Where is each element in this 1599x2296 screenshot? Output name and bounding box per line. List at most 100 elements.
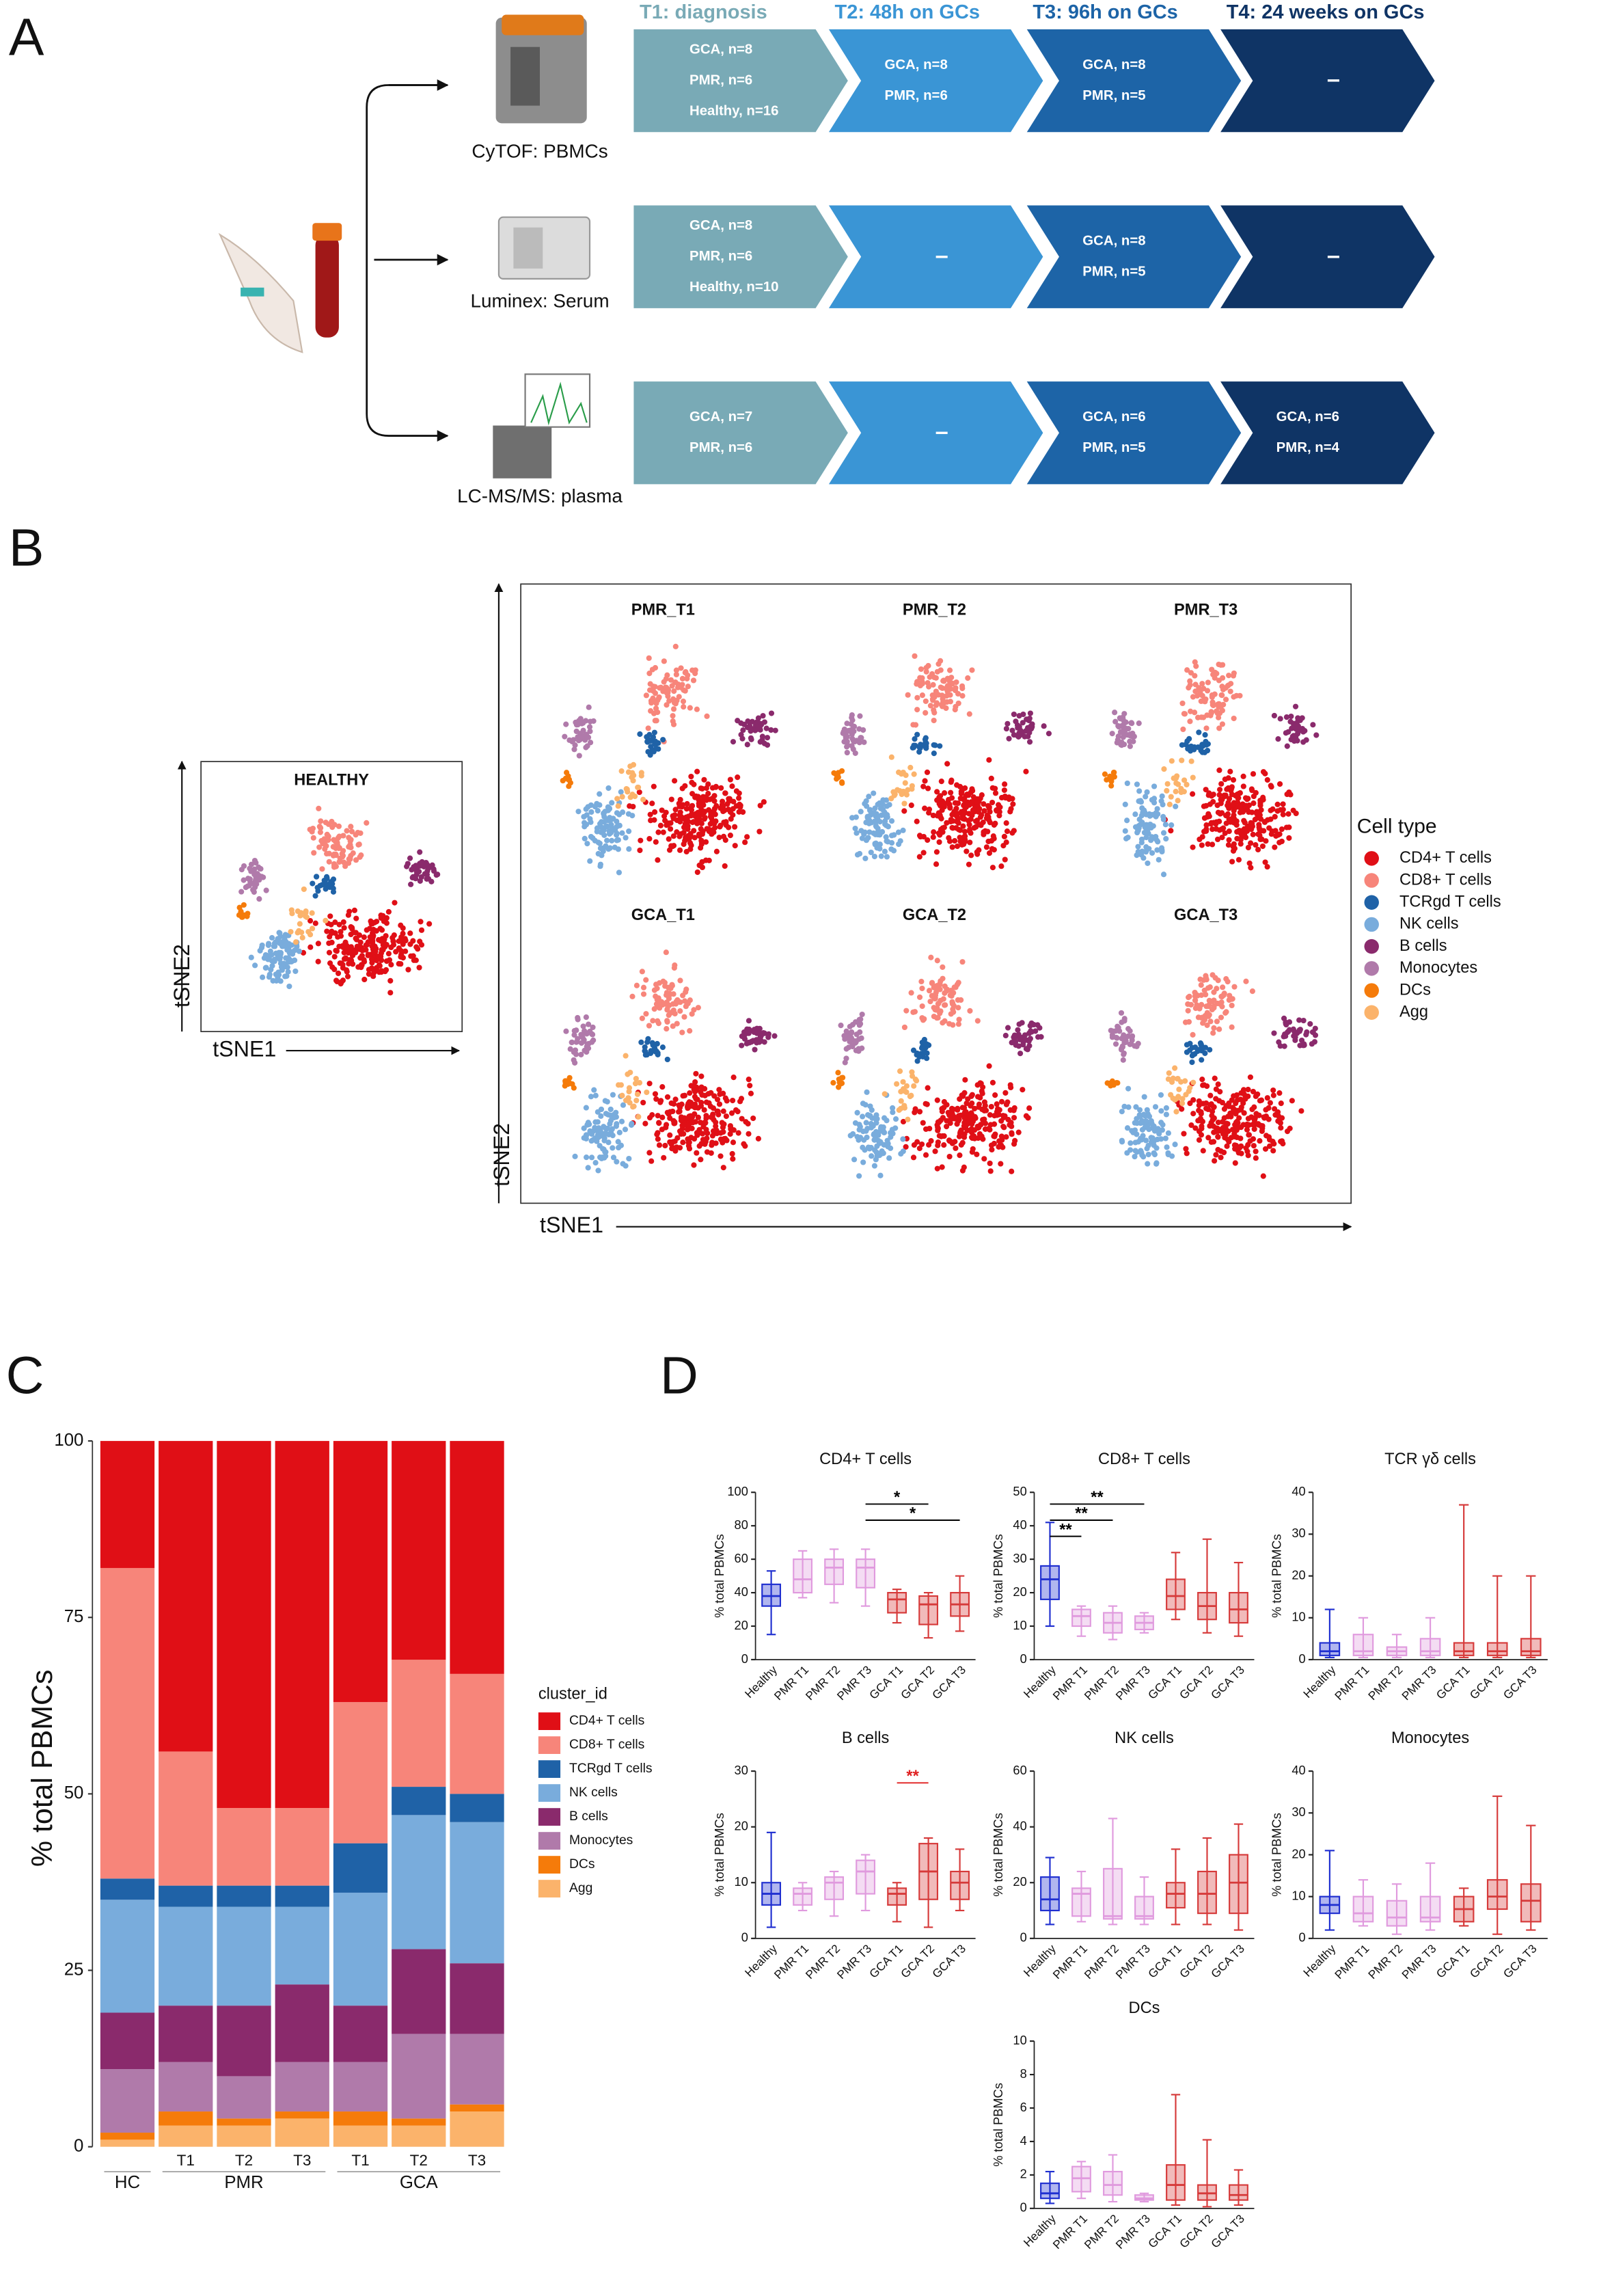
tsne-point [1022, 1032, 1028, 1038]
tsne-point [852, 825, 858, 832]
chevron [1026, 381, 1242, 485]
tsne-point [858, 735, 864, 741]
tsne-point [326, 859, 332, 865]
tsne-point [986, 850, 993, 856]
tsne-point [1016, 1021, 1022, 1027]
tsne-point [674, 829, 680, 835]
tsne-point [1205, 679, 1211, 686]
tsne-point [1175, 798, 1181, 804]
tsne-point [600, 1146, 606, 1152]
tsne-point [1253, 1155, 1259, 1161]
y-tick-label: 50 [1013, 1484, 1026, 1498]
tsne-point [987, 1168, 994, 1174]
tsne-point [698, 1157, 704, 1163]
tsne-point [408, 953, 414, 959]
tsne-point [600, 825, 606, 831]
tsne-point [723, 1113, 729, 1120]
tsne-point [614, 1121, 620, 1127]
tsne-point [900, 1086, 907, 1092]
bar-segment [100, 1567, 155, 1879]
cytof-icon-top [502, 14, 584, 36]
tsne-point [601, 1124, 607, 1130]
tsne-point [903, 792, 910, 798]
tsne-point [1300, 739, 1307, 745]
tsne-point [869, 1153, 875, 1159]
tsne-point [1166, 801, 1173, 807]
tsne-point [1199, 1077, 1205, 1083]
tsne-point [1245, 1086, 1251, 1093]
tsne-point [318, 838, 325, 844]
tsne-point [856, 740, 862, 746]
tsne-point [1196, 1107, 1202, 1113]
x-tick-label: GCA T1 [1434, 1663, 1473, 1702]
legend-label: DCs [1399, 981, 1431, 999]
tsne-point [974, 1094, 981, 1100]
tsne-point [430, 868, 437, 874]
tsne-point [983, 844, 990, 850]
tsne-point [1296, 1027, 1302, 1034]
tsne-point [614, 1159, 620, 1165]
panel-label: D [660, 1346, 698, 1405]
tsne-point [314, 874, 320, 880]
tsne-point [841, 1033, 847, 1039]
tsne-point [668, 677, 674, 683]
tsne-point [1264, 776, 1270, 783]
tsne-point [1312, 1032, 1319, 1038]
tsne-point [679, 675, 685, 681]
tsne-point [1134, 1120, 1140, 1126]
tsne-point [996, 802, 1002, 808]
tsne-point [619, 794, 625, 800]
tsne-point [989, 865, 996, 871]
tsne-point [366, 971, 372, 977]
tsne-point [1170, 1075, 1176, 1081]
tsne-point [643, 977, 649, 983]
x-tick-label: GCA T1 [1434, 1942, 1473, 1981]
tsne-point [241, 902, 247, 908]
tsne-point [1115, 737, 1121, 743]
tsne-point [864, 1112, 871, 1118]
tsne-point [323, 820, 329, 826]
tsne-point [922, 1152, 929, 1158]
tsne-point [607, 1106, 614, 1113]
y-tick-label: 60 [1013, 1763, 1026, 1777]
tsne-point [1283, 714, 1290, 720]
tsne-point [1235, 1124, 1241, 1131]
tsne-point [857, 1124, 863, 1130]
tsne-point [383, 933, 389, 939]
tsne-point [998, 1133, 1004, 1139]
tsne-point [566, 737, 573, 743]
x-tick-label: GCA T3 [1208, 1663, 1247, 1702]
tsne-point [1224, 1143, 1230, 1149]
tsne-point [344, 967, 350, 973]
tsne-point [338, 960, 344, 967]
tsne-point [1237, 790, 1243, 796]
tsne-point [353, 857, 359, 863]
tsne-point [664, 1007, 670, 1013]
tsne-point [604, 1098, 610, 1105]
tsne-point [605, 1111, 611, 1118]
tsne-point [1222, 1135, 1229, 1141]
x-tick-label: Healthy [1300, 1662, 1339, 1701]
tsne-point [1012, 1039, 1019, 1045]
tsne-point [862, 855, 869, 861]
tsne-point [1283, 1021, 1289, 1027]
tsne-point [727, 1123, 733, 1129]
y-tick-label: 10 [1292, 1610, 1305, 1624]
chart-title: CD4+ T cells [819, 1450, 912, 1468]
tsne-point [1019, 731, 1025, 737]
bar-segment [333, 2005, 388, 2062]
tsne-point [901, 1103, 907, 1109]
tsne-point [863, 1120, 869, 1126]
tsne-point [1122, 727, 1129, 733]
tsne-point [1010, 801, 1016, 807]
tsne-point [924, 1055, 930, 1062]
tsne-point [720, 1122, 726, 1128]
tsne-point [243, 884, 249, 891]
tsne-point [1222, 792, 1229, 798]
tsne-point [698, 1073, 705, 1079]
tsne-point [847, 1133, 853, 1139]
tsne-point [634, 1091, 641, 1097]
tsne-point [957, 835, 963, 841]
tsne-point [863, 820, 869, 826]
tsne-point [1218, 797, 1225, 803]
